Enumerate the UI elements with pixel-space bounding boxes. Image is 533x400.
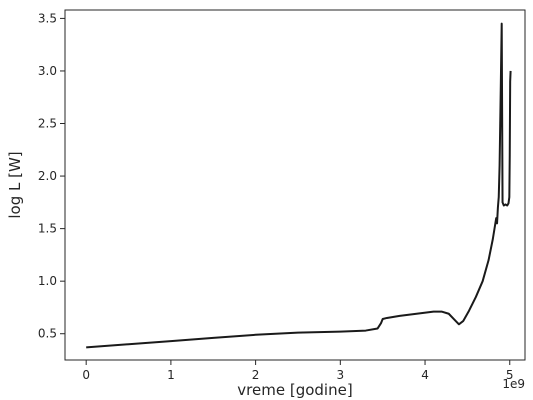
y-axis-ticks: 0.5 1.0 1.5 2.0 2.5 3.0 3.5 xyxy=(38,11,65,341)
x-tick-label: 0 xyxy=(82,368,90,382)
x-tick-label: 4 xyxy=(421,368,429,382)
plot-area xyxy=(86,22,512,349)
y-tick-label: 2.0 xyxy=(38,169,57,183)
y-tick-label: 3.5 xyxy=(38,11,57,25)
x-axis-offset-label: 1e9 xyxy=(502,377,525,391)
y-tick-label: 1.5 xyxy=(38,222,57,236)
y-tick-label: 2.5 xyxy=(38,117,57,131)
y-tick-label: 3.0 xyxy=(38,64,57,78)
x-tick-label: 5 xyxy=(506,368,514,382)
x-tick-label: 3 xyxy=(337,368,345,382)
x-axis-label: vreme [godine] xyxy=(237,381,352,399)
x-tick-label: 1 xyxy=(167,368,175,382)
y-tick-label: 1.0 xyxy=(38,274,57,288)
x-tick-label: 2 xyxy=(252,368,260,382)
y-axis-label: log L [W] xyxy=(6,151,24,218)
plot-frame xyxy=(64,9,526,361)
x-axis-ticks: 0 1 2 3 4 5 xyxy=(82,360,514,382)
luminosity-line xyxy=(86,22,512,349)
y-tick-label: 0.5 xyxy=(38,327,57,341)
